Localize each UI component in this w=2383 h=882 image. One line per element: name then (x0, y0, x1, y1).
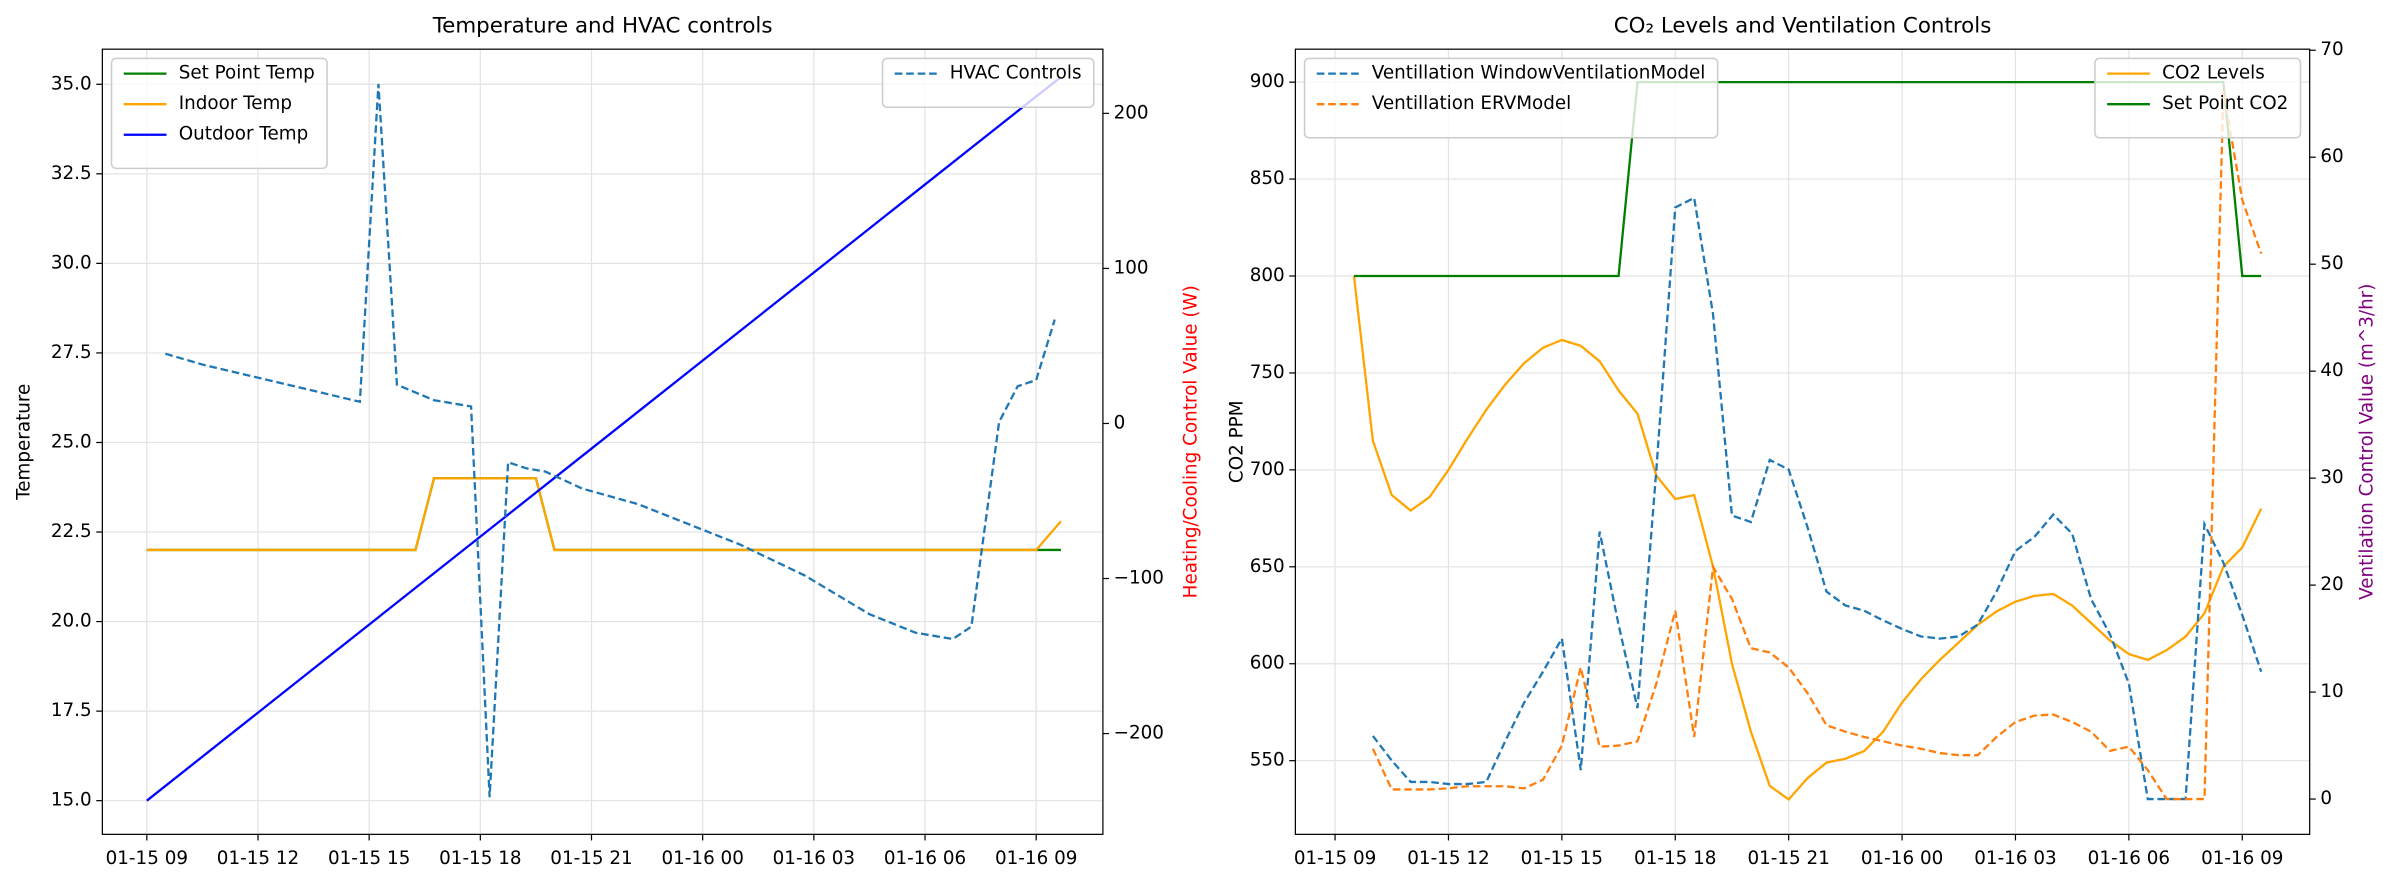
x-tick-label: 01-15 21 (550, 848, 632, 869)
y2-tick-label: 0 (1114, 412, 1126, 433)
x-tick-label: 01-15 18 (439, 848, 521, 869)
legend: CO2 Levels Set Point CO2 (2094, 57, 2302, 139)
chart-title: Temperature and HVAC controls (432, 13, 773, 38)
legend-box (110, 57, 328, 170)
x-tick-label: 01-15 18 (1634, 848, 1716, 869)
y-tick-label: 32.5 (51, 163, 92, 184)
plot-frame (101, 48, 1104, 835)
y2-tick-label: 0 (2320, 788, 2332, 809)
x-tick-label: 01-15 12 (1407, 848, 1489, 869)
y-tick-label: 650 (1250, 556, 1285, 577)
x-tick-label: 01-16 00 (1861, 848, 1943, 869)
y-tick-label: 25.0 (51, 431, 92, 452)
legend: Set Point Temp Indoor Temp Outdoor Temp (110, 57, 328, 170)
y2-tick-label: 70 (2320, 39, 2343, 60)
legend-box (881, 57, 1095, 108)
y2-axis-label: Heating/Cooling Control Value (W) (1180, 285, 1201, 598)
x-tick-label: 01-16 09 (995, 848, 1077, 869)
plot-area (1295, 49, 2310, 835)
legend: HVAC Controls (881, 57, 1095, 108)
legend: Ventillation WindowVentilationModel Venti… (1303, 57, 1719, 139)
y-tick-label: 20.0 (51, 611, 92, 632)
legend-label: Indoor Temp (179, 93, 292, 114)
y-tick-label: 600 (1250, 653, 1285, 674)
y2-tick-label: 60 (2320, 146, 2343, 167)
y-tick-label: 27.5 (51, 342, 92, 363)
y2-tick-label: 200 (1114, 102, 1149, 123)
legend-label: CO2 Levels (2162, 63, 2265, 84)
x-tick-label: 01-15 15 (1521, 848, 1603, 869)
x-tick-label: 01-16 09 (2201, 848, 2283, 869)
legend-label: HVAC Controls (950, 63, 1082, 84)
y2-tick-label: −100 (1114, 568, 1164, 589)
y2-tick-label: 100 (1114, 257, 1149, 278)
y2-tick-label: 40 (2320, 360, 2343, 381)
y2-tick-label: 20 (2320, 574, 2343, 595)
y-tick-label: 750 (1250, 362, 1285, 383)
x-tick-label: 01-16 06 (884, 848, 966, 869)
data-line (146, 477, 1062, 552)
y-tick-label: 850 (1250, 168, 1285, 189)
legend-label: Set Point CO2 (2162, 93, 2288, 114)
y2-axis-label: Ventilation Control Value (m^3/hr) (2357, 284, 2378, 600)
data-line (1371, 196, 2263, 801)
y-axis-label: Temperature (13, 384, 34, 501)
data-line (1371, 90, 2263, 801)
y-tick-label: 550 (1250, 750, 1285, 771)
x-tick-label: 01-16 00 (661, 848, 743, 869)
y-tick-label: 22.5 (51, 521, 92, 542)
y-tick-label: 17.5 (51, 700, 92, 721)
chart-title: CO₂ Levels and Ventilation Controls (1614, 13, 1992, 38)
y-axis-label: CO2 PPM (1226, 400, 1247, 483)
plot-frame (1294, 48, 2311, 835)
y-tick-label: 700 (1250, 459, 1285, 480)
y2-tick-label: −200 (1114, 723, 1164, 744)
legend-box (2094, 57, 2302, 139)
x-tick-label: 01-15 15 (328, 848, 410, 869)
x-tick-label: 01-15 09 (106, 848, 188, 869)
legend-label: Ventillation ERVModel (1372, 93, 1572, 114)
y-tick-label: 30.0 (51, 252, 92, 273)
y2-tick-label: 30 (2320, 467, 2343, 488)
y-tick-label: 15.0 (51, 790, 92, 811)
y-tick-label: 800 (1250, 265, 1285, 286)
x-tick-label: 01-16 03 (1974, 848, 2056, 869)
legend-label: Set Point Temp (179, 63, 315, 84)
legend-box (1303, 57, 1719, 139)
y2-tick-label: 10 (2320, 681, 2343, 702)
data-line (1352, 275, 2263, 801)
y-tick-label: 35.0 (51, 73, 92, 94)
y-tick-label: 900 (1250, 71, 1285, 92)
legend-label: Outdoor Temp (179, 124, 308, 145)
x-tick-label: 01-15 12 (217, 848, 299, 869)
x-tick-label: 01-16 06 (2088, 848, 2170, 869)
y2-tick-label: 50 (2320, 253, 2343, 274)
legend-label: Ventillation WindowVentilationModel (1372, 63, 1706, 84)
x-tick-label: 01-16 03 (773, 848, 855, 869)
x-tick-label: 01-15 21 (1747, 848, 1829, 869)
x-tick-label: 01-15 09 (1294, 848, 1376, 869)
